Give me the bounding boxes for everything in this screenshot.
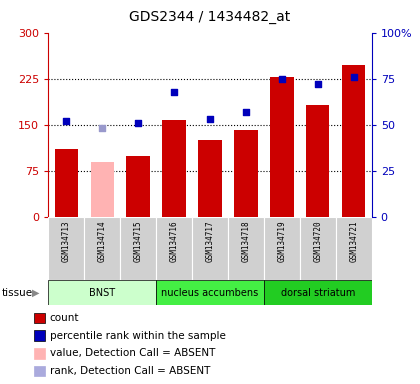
Text: rank, Detection Call = ABSENT: rank, Detection Call = ABSENT [50,366,210,376]
Bar [126,156,150,217]
Text: tissue: tissue [2,288,33,298]
Bar [270,77,294,217]
Text: percentile rank within the sample: percentile rank within the sample [50,331,226,341]
Point [278,76,285,82]
Bar [264,217,300,280]
Point [171,89,177,95]
Bar [91,162,114,217]
Bar [55,149,78,217]
Bar [234,130,257,217]
Bar [120,217,156,280]
Point [99,126,105,132]
Text: GSM134719: GSM134719 [277,220,286,262]
Text: GSM134714: GSM134714 [98,220,107,262]
Bar [336,217,372,280]
Point [135,120,142,126]
Text: value, Detection Call = ABSENT: value, Detection Call = ABSENT [50,348,215,358]
Text: GDS2344 / 1434482_at: GDS2344 / 1434482_at [129,10,291,23]
Bar [48,280,156,305]
Text: GSM134716: GSM134716 [170,220,178,262]
Bar [163,120,186,217]
Bar [192,217,228,280]
Point [243,109,249,115]
Point [315,81,321,87]
Text: count: count [50,313,79,323]
Text: GSM134715: GSM134715 [134,220,143,262]
Point [63,118,70,124]
Bar [198,140,222,217]
Text: GSM134720: GSM134720 [313,220,322,262]
Bar [264,280,372,305]
Text: GSM134718: GSM134718 [241,220,250,262]
Text: GSM134713: GSM134713 [62,220,71,262]
Text: nucleus accumbens: nucleus accumbens [161,288,259,298]
Bar [300,217,336,280]
Bar [228,217,264,280]
Text: BNST: BNST [89,288,115,298]
Text: GSM134721: GSM134721 [349,220,358,262]
Text: GSM134717: GSM134717 [205,220,215,262]
Bar [156,217,192,280]
Bar [342,65,365,217]
Text: ▶: ▶ [32,288,39,298]
Bar [306,105,329,217]
Text: dorsal striatum: dorsal striatum [281,288,355,298]
Bar [48,217,84,280]
Point [350,74,357,80]
Point [207,116,213,122]
Bar [84,217,120,280]
Bar [156,280,264,305]
